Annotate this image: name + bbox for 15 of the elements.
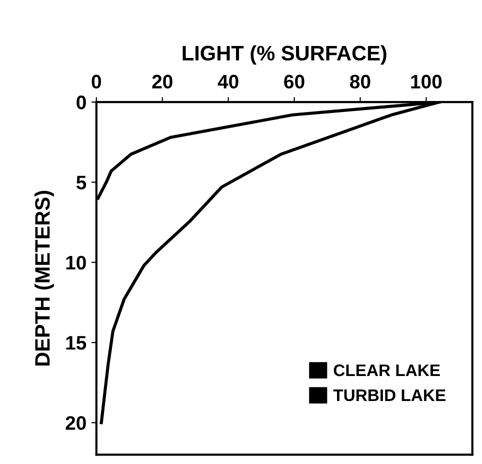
legend-label: TURBID LAKE	[333, 390, 446, 402]
y-axis-title: DEPTH (METERS)	[34, 190, 54, 366]
x-tick-label: 0	[92, 74, 102, 89]
y-tick-label: 5	[76, 176, 86, 190]
legend-label: CLEAR LAKE	[334, 364, 440, 376]
x-tick-label: 40	[218, 74, 238, 89]
y-tick-label: 0	[76, 96, 86, 110]
x-axis-title: LIGHT (% SURFACE)	[182, 45, 386, 65]
y-tick-label: 10	[66, 256, 86, 270]
x-tick-label: 60	[284, 74, 304, 89]
x-tick-label: 20	[152, 74, 172, 89]
y-tick-label: 20	[66, 416, 86, 430]
x-tick-label: 100	[411, 74, 442, 89]
x-tick-label: 80	[350, 74, 370, 89]
y-tick-label: 15	[66, 336, 86, 350]
